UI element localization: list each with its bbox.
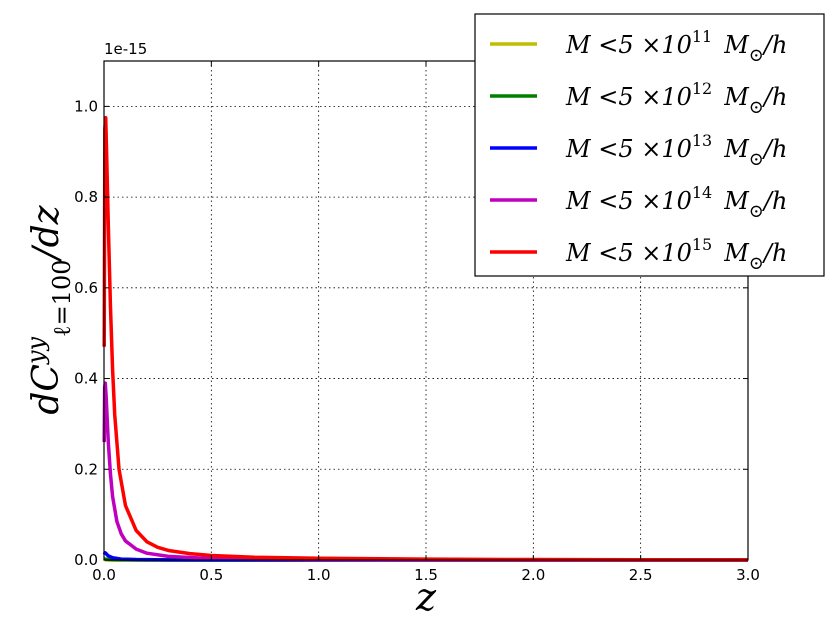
legend-entry-label: M <5 ×1013 M⊙/h bbox=[565, 131, 787, 170]
legend-entry-label: M <5 ×1011 M⊙/h bbox=[565, 27, 787, 66]
x-axis-label: z bbox=[415, 575, 437, 619]
y-tick-label: 0.8 bbox=[74, 188, 98, 206]
x-tick-label: 0.5 bbox=[199, 566, 223, 584]
y-axis-label: dCyyℓ=100/dz bbox=[22, 204, 76, 414]
y-offset-text: 1e-15 bbox=[104, 40, 147, 58]
legend-entry-label: M <5 ×1014 M⊙/h bbox=[565, 183, 787, 222]
x-tick-label: 3.0 bbox=[736, 566, 760, 584]
y-tick-label: 1.0 bbox=[74, 97, 98, 115]
series-line bbox=[102, 115, 749, 562]
y-tick-label: 0.4 bbox=[74, 370, 98, 388]
x-tick-label: 1.0 bbox=[307, 566, 331, 584]
y-tick-label: 0.2 bbox=[74, 460, 98, 478]
x-tick-label: 2.0 bbox=[521, 566, 545, 584]
y-tick-label: 0.0 bbox=[74, 551, 98, 569]
legend-box bbox=[474, 13, 825, 277]
legend-entry-label: M <5 ×1012 M⊙/h bbox=[565, 79, 787, 118]
x-tick-label: 2.5 bbox=[629, 566, 653, 584]
x-tick-label: 0.0 bbox=[92, 566, 116, 584]
axis-ticks: 0.0 0.5 1.0 1.5 2.0 2.5 3.0 0.0 0.2 0.4 0.6 0.8 1.0 bbox=[74, 61, 760, 584]
legend-entry-label: M <5 ×1015 M⊙/h bbox=[565, 235, 787, 274]
x-tick-label: 1.5 bbox=[414, 566, 438, 584]
legend: M <5 ×1011 M⊙/h M <5 ×1012 M⊙/h M <5 ×1013 M⊙… bbox=[474, 13, 825, 277]
y-tick-label: 0.6 bbox=[74, 279, 98, 297]
